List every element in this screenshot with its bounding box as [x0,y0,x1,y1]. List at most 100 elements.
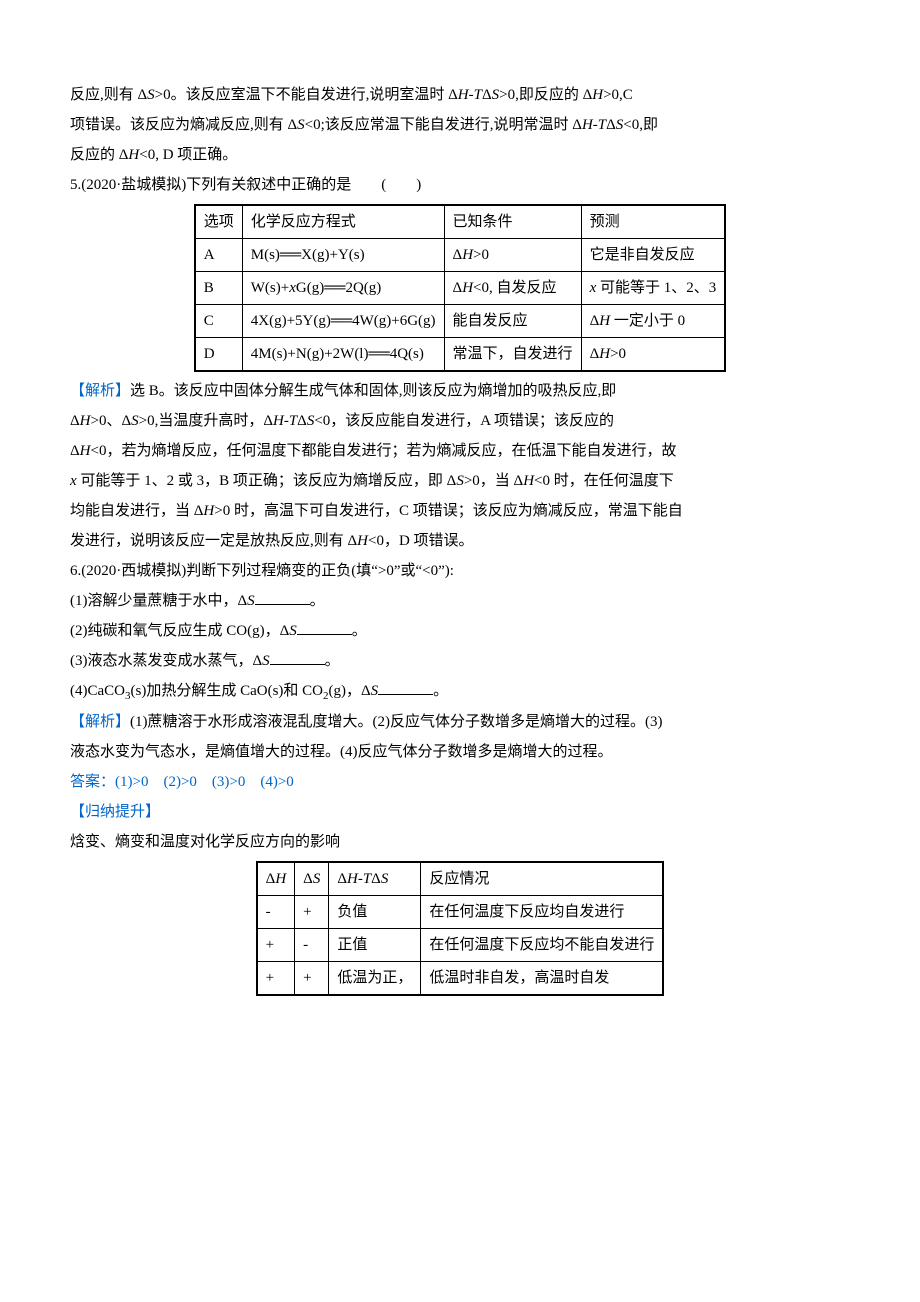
t: Δ [70,413,80,429]
t: (1)溶解少量蔗糖于水中，Δ [70,593,247,609]
t: >0 [473,247,489,263]
t: 可能等于 1、2、3 [596,280,716,296]
t: W(s)+ [251,280,289,296]
t: 。 [310,593,325,609]
t: (2)纯碳和氧气反应生成 CO(g)，Δ [70,623,289,639]
t: >0,即反应的 Δ [499,87,592,103]
t: <0 时，在任何温度下 [534,473,674,489]
table-row: - + 负值 在任何温度下反应均自发进行 [257,896,664,929]
t: 。 [433,683,448,699]
a5-line4: x 可能等于 1、2 或 3，B 项正确；该反应为熵增反应，即 ΔS>0，当 Δ… [70,466,850,496]
sym-h: H [599,346,610,362]
t: Δ [606,117,616,133]
blank [378,679,433,695]
t: Δ [337,871,347,887]
table-row: ΔH ΔS ΔH-TΔS 反应情况 [257,862,664,896]
q5-title: 5.(2020·盐城模拟)下列有关叙述中正确的是 ( ) [70,170,850,200]
cell: 低温为正， [329,962,421,996]
cell: 它是非自发反应 [581,239,725,272]
table-row: + - 正值 在任何温度下反应均不能自发进行 [257,929,664,962]
table-row: + + 低温为正， 低温时非自发，高温时自发 [257,962,664,996]
sym-t: T [474,87,482,103]
t: (g)，Δ [329,683,371,699]
t: (4)CaCO [70,683,125,699]
sym-t: T [598,117,606,133]
blank [270,649,325,665]
t: >0，当 Δ [464,473,523,489]
t: >0。该反应室温下不能自发进行,说明室温时 Δ [155,87,458,103]
sym-h: H [458,87,469,103]
t: 。 [325,653,340,669]
sym-s: S [147,87,155,103]
t: 反应,则有 Δ [70,87,147,103]
cell: 在任何温度下反应均不能自发进行 [421,929,664,962]
t: (1)蔗糖溶于水形成溶液混乱度增大。(2)反应气体分子数增多是熵增大的过程。(3… [130,714,662,730]
cell: C [195,305,243,338]
blank [255,589,310,605]
q6-item3: (3)液态水蒸发变成水蒸气，ΔS。 [70,646,850,676]
t: (3)液态水蒸发变成水蒸气，Δ [70,653,262,669]
t: (s)加热分解生成 CaO(s)和 CO [131,683,324,699]
intro-line2: 项错误。该反应为熵减反应,则有 ΔS<0;该反应常温下能自发进行,说明常温时 Δ… [70,110,850,140]
table-row: B W(s)+xG(g)══2Q(g) ΔH<0, 自发反应 x 可能等于 1、… [195,272,726,305]
sym-s: S [492,87,500,103]
t: Δ [303,871,313,887]
sym-h: H [80,413,91,429]
t: G(g)══2Q(g) [296,280,381,296]
table-row: D 4M(s)+N(g)+2W(l)══4Q(s) 常温下，自发进行 ΔH>0 [195,338,726,372]
t: >0 [610,346,626,362]
cell: B [195,272,243,305]
cell: ΔH 一定小于 0 [581,305,725,338]
cell: ΔH<0, 自发反应 [444,272,581,305]
cell: W(s)+xG(g)══2Q(g) [242,272,444,305]
a5-line5: 均能自发进行，当 ΔH>0 时，高温下可自发进行，C 项错误；该反应为熵减反应，… [70,496,850,526]
sym-s: S [247,593,255,609]
t: <0,即 [623,117,658,133]
sym-h: H [582,117,593,133]
cell: + [257,929,295,962]
sym-s: S [371,683,379,699]
cell: 常温下，自发进行 [444,338,581,372]
th: 反应情况 [421,862,664,896]
t: 项错误。该反应为熵减反应,则有 Δ [70,117,297,133]
cell: - [257,896,295,929]
sym-h: H [275,871,286,887]
t: 反应的 Δ [70,147,128,163]
cell: 4X(g)+5Y(g)══4W(g)+6G(g) [242,305,444,338]
sym-h: H [203,503,214,519]
cell: M(s)══X(g)+Y(s) [242,239,444,272]
th-eq: 化学反应方程式 [242,205,444,239]
sym-h: H [599,313,610,329]
t: <0, 自发反应 [473,280,556,296]
cell: + [295,896,329,929]
cell: A [195,239,243,272]
t: >0 时，高温下可自发进行，C 项错误；该反应为熵减反应，常温下能自 [214,503,682,519]
a5-line2: ΔH>0、ΔS>0,当温度升高时，ΔH-TΔS<0，该反应能自发进行，A 项错误… [70,406,850,436]
summary-table: ΔH ΔS ΔH-TΔS 反应情况 - + 负值 在任何温度下反应均自发进行 +… [256,861,665,996]
t: Δ [590,346,600,362]
a6-line2: 液态水变为气态水，是熵值增大的过程。(4)反应气体分子数增多是熵增大的过程。 [70,737,850,767]
t: Δ [590,313,600,329]
label-analysis: 【解析】 [70,714,130,730]
t: 。 [352,623,367,639]
sym-h: H [80,443,91,459]
t: >0,当温度升高时，Δ [139,413,273,429]
t: <0;该反应常温下能自发进行,说明常温时 Δ [305,117,582,133]
th-option: 选项 [195,205,243,239]
t: Δ [297,413,307,429]
sym-s: S [381,871,389,887]
sym-t: T [289,413,297,429]
intro-line1: 反应,则有 ΔS>0。该反应室温下不能自发进行,说明室温时 ΔH-TΔS>0,即… [70,80,850,110]
t: 一定小于 0 [610,313,685,329]
sym-s: S [289,623,297,639]
t: <0，若为熵增反应，任何温度下都能自发进行；若为熵减反应，在低温下能自发进行，故 [91,443,677,459]
t: 选 B。该反应中固体分解生成气体和固体,则该反应为熵增加的吸热反应,即 [130,383,616,399]
a5-line1: 【解析】选 B。该反应中固体分解生成气体和固体,则该反应为熵增加的吸热反应,即 [70,376,850,406]
t: Δ [70,443,80,459]
intro-line3: 反应的 ΔH<0, D 项正确。 [70,140,850,170]
sym-s: S [313,871,321,887]
t: <0，D 项错误。 [368,533,474,549]
th-pred: 预测 [581,205,725,239]
t: >0、Δ [91,413,132,429]
sym-s: S [456,473,464,489]
